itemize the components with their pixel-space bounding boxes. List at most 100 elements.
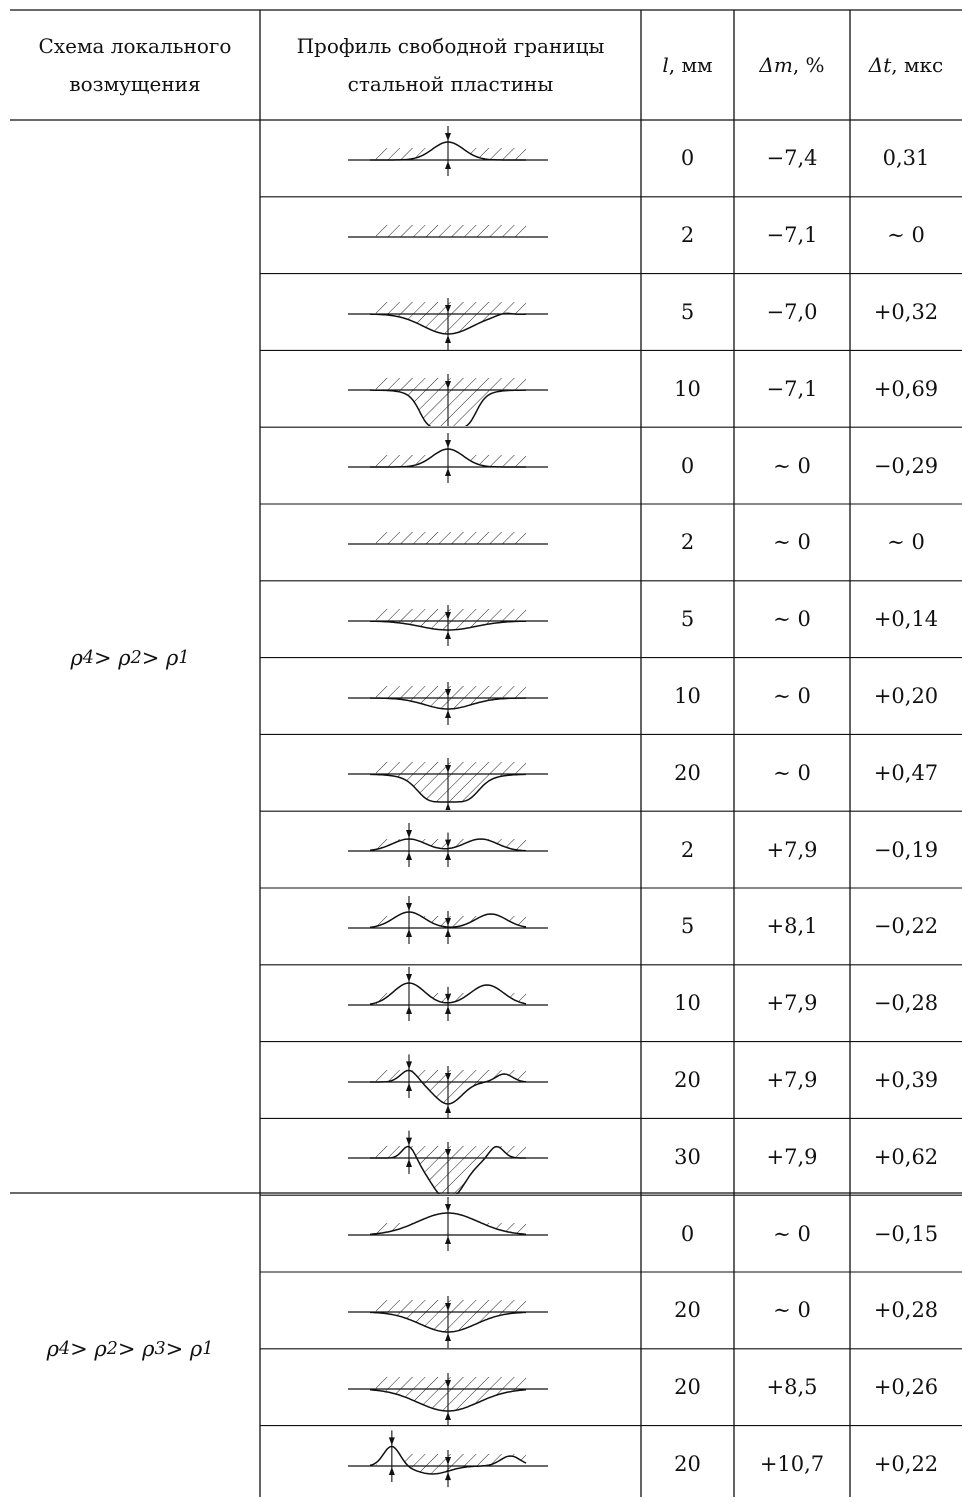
cell-dt: +0,39 — [873, 1067, 939, 1092]
hatch-area — [376, 301, 526, 334]
cell-dt: 0,31 — [882, 146, 930, 171]
measure-arrow — [445, 1449, 451, 1487]
profile-diagram — [348, 681, 548, 725]
hatch-area — [376, 455, 526, 468]
cell-dt: −0,29 — [873, 453, 939, 478]
cell-l: 10 — [674, 683, 701, 708]
measure-arrow — [445, 126, 451, 176]
measure-arrow — [445, 604, 451, 646]
hatch-area — [376, 608, 526, 630]
cell-dm: ∼ 0 — [773, 1298, 811, 1323]
profile-diagram — [348, 1296, 548, 1348]
header-scheme: Схема локального возмущения — [38, 34, 232, 96]
cell-dm: +7,9 — [766, 837, 818, 862]
measure-arrow — [406, 1131, 412, 1175]
profile-diagram — [348, 433, 548, 484]
cell-dt: ∼ 0 — [887, 530, 925, 555]
cell-dt: +0,69 — [873, 376, 939, 401]
cell-l: 10 — [674, 991, 701, 1016]
cell-l: 5 — [680, 607, 695, 632]
profile-diagram — [348, 1053, 548, 1118]
cell-dt: −0,15 — [873, 1221, 939, 1246]
cell-dm: +10,7 — [759, 1451, 825, 1476]
measure-arrow — [406, 823, 412, 868]
profile-diagram — [348, 966, 548, 1021]
cell-dm: +8,5 — [766, 1375, 818, 1400]
measure-arrow — [445, 1197, 451, 1252]
cell-l: 0 — [680, 453, 695, 478]
cell-dm: +7,9 — [766, 1144, 818, 1169]
measure-arrow — [445, 1372, 451, 1425]
hatch-area — [376, 916, 526, 928]
cell-dm: −7,0 — [766, 299, 818, 324]
profile-diagram — [348, 297, 548, 350]
hatch-area — [376, 532, 526, 544]
cell-dm: −7,4 — [766, 146, 818, 171]
hatch-area — [376, 224, 526, 237]
cell-dm: ∼ 0 — [773, 607, 811, 632]
hatch-area — [376, 1146, 526, 1195]
profile-diagram — [348, 758, 548, 811]
cell-dt: +0,62 — [873, 1144, 939, 1169]
measure-arrow — [445, 986, 451, 1021]
cell-dm: ∼ 0 — [773, 530, 811, 555]
cell-dt: −0,19 — [873, 837, 939, 862]
cell-dt: +0,22 — [873, 1451, 939, 1476]
profile-diagram — [348, 1131, 548, 1195]
cell-dm: −7,1 — [766, 376, 818, 401]
measure-arrow — [445, 374, 451, 427]
measure-arrow — [445, 681, 451, 725]
profile-diagram — [348, 126, 548, 176]
hatch-area — [376, 378, 526, 427]
measure-arrow — [406, 1053, 412, 1098]
profile-diagram — [348, 1429, 548, 1487]
cell-l: 5 — [680, 914, 695, 939]
hatch-area — [376, 1300, 526, 1332]
cell-l: 5 — [680, 299, 695, 324]
measure-arrow — [406, 966, 412, 1021]
cell-dt: +0,32 — [873, 299, 939, 324]
profile-curve — [370, 1146, 526, 1195]
profile-diagram — [348, 374, 548, 427]
cell-dm: +8,1 — [766, 914, 818, 939]
cell-l: 2 — [680, 837, 695, 862]
profile-diagram — [348, 532, 548, 545]
hatch-area — [376, 148, 526, 160]
cell-dt: +0,20 — [873, 683, 939, 708]
profile-diagram — [348, 895, 548, 944]
header-profile: Профиль свободной границы стальной пласти… — [296, 34, 605, 96]
cell-l: 10 — [674, 376, 701, 401]
profile-diagram — [348, 823, 548, 868]
hatch-area — [376, 1376, 526, 1411]
cell-dm: +7,9 — [766, 1067, 818, 1092]
measure-arrow — [406, 895, 412, 944]
profile-diagram — [348, 1372, 548, 1425]
cell-dm: ∼ 0 — [773, 760, 811, 785]
measure-arrow — [445, 1296, 451, 1348]
cell-dm: ∼ 0 — [773, 1221, 811, 1246]
cell-dt: +0,26 — [873, 1375, 939, 1400]
cell-dt: +0,14 — [873, 607, 939, 632]
measure-arrow — [445, 911, 451, 944]
header-l: l, мм — [662, 53, 713, 77]
cell-l: 0 — [680, 1221, 695, 1246]
measure-arrow — [445, 1142, 451, 1195]
measure-arrow — [388, 1429, 395, 1482]
profile-curve — [370, 389, 526, 427]
cell-l: 2 — [680, 223, 695, 248]
cell-dt: +0,47 — [873, 760, 939, 785]
cell-dm: ∼ 0 — [773, 453, 811, 478]
cell-l: 20 — [674, 760, 701, 785]
hatch-area — [376, 839, 526, 852]
profile-diagram — [348, 1197, 548, 1252]
hatch-area — [376, 992, 526, 1005]
cell-dt: −0,28 — [873, 991, 939, 1016]
hatch-area — [376, 1069, 526, 1104]
cell-dt: −0,22 — [873, 914, 939, 939]
cell-dt: +0,28 — [873, 1298, 939, 1323]
profile-diagram — [348, 604, 548, 646]
